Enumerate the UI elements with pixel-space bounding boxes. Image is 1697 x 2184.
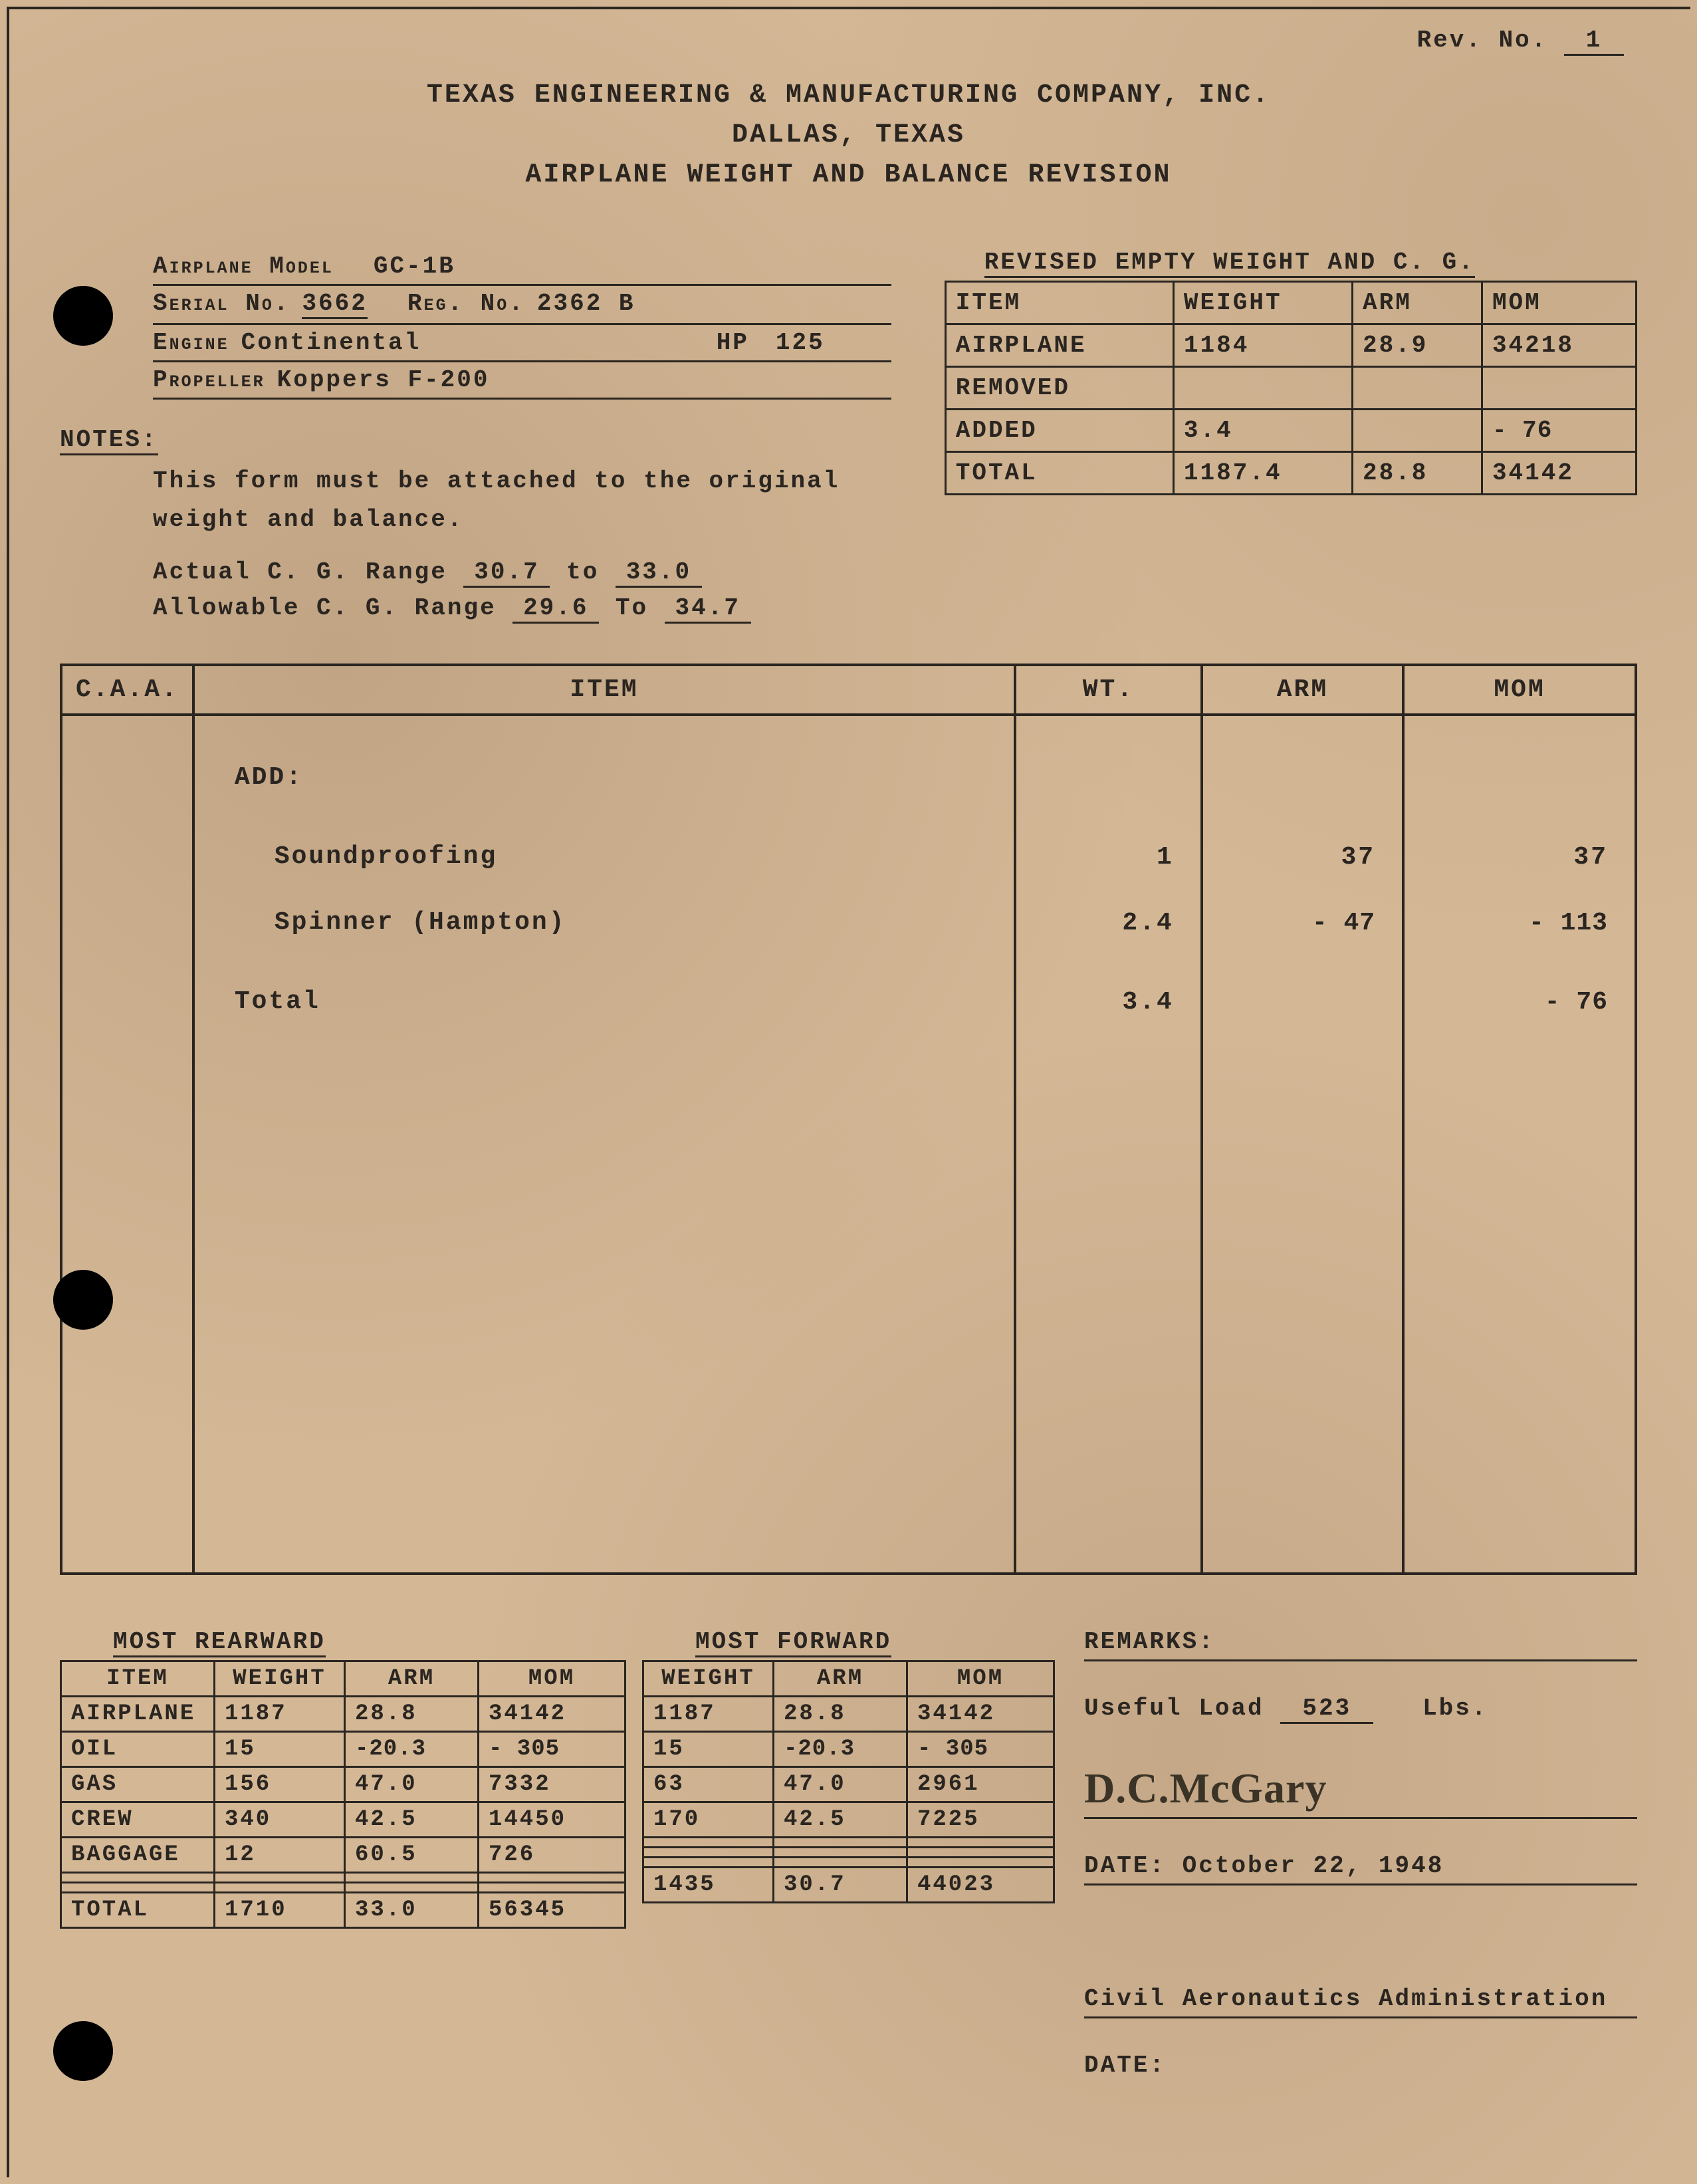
col-wt: WT. <box>1015 665 1202 715</box>
table-row: ITEMWEIGHTARMMOM <box>61 1661 625 1697</box>
useful-load-label: Useful Load <box>1084 1695 1264 1722</box>
most-forward-table: WEIGHTARMMOM118728.83414215-20.3- 305634… <box>642 1660 1055 1903</box>
model-label: Airplane Model <box>153 253 334 280</box>
reg-value: 2362 B <box>537 290 635 319</box>
allow-cg-label: Allowable C. G. Range <box>153 594 497 622</box>
table-row: WEIGHTARMMOM <box>643 1661 1054 1697</box>
table-row: AIRPLANE118728.834142 <box>61 1697 625 1732</box>
airplane-info-block: Airplane Model GC-1B Serial No. 3662 Reg… <box>60 249 891 624</box>
table-row: ADDED3.4- 76 <box>945 410 1636 452</box>
table-row <box>61 1883 625 1893</box>
cg-range-block: Actual C. G. Range 30.7 to 33.0 Allowabl… <box>153 558 891 624</box>
most-rearward-block: MOST REARWARD ITEMWEIGHTARMMOMAIRPLANE11… <box>60 1628 626 2079</box>
revised-empty-weight-table: ITEM WEIGHT ARM MOM AIRPLANE118428.93421… <box>945 281 1637 495</box>
arm-cell: 37 - 47 <box>1202 715 1403 1574</box>
forward-caption: MOST FORWARD <box>695 1628 891 1657</box>
table-row: 15-20.3- 305 <box>643 1732 1054 1767</box>
remarks-label: REMARKS: <box>1084 1628 1215 1655</box>
punch-hole-icon <box>53 2021 113 2081</box>
remarks-block: REMARKS: Useful Load 523 Lbs. D.C.McGary… <box>1071 1628 1637 2079</box>
to-label2: To <box>616 594 648 622</box>
hp-value: 125 <box>776 329 825 356</box>
col-arm: ARM <box>1202 665 1403 715</box>
useful-load-value: 523 <box>1280 1695 1373 1724</box>
col-mom: MOM <box>1482 282 1636 324</box>
actual-cg-label: Actual C. G. Range <box>153 558 447 586</box>
table-row <box>643 1858 1054 1868</box>
punch-hole-icon <box>53 286 113 346</box>
table-row: 6347.02961 <box>643 1767 1054 1802</box>
table-row: GAS15647.07332 <box>61 1767 625 1802</box>
table-row <box>643 1848 1054 1858</box>
revised-weight-block: REVISED EMPTY WEIGHT AND C. G. ITEM WEIG… <box>945 249 1637 624</box>
serial-label: Serial No. <box>153 290 290 319</box>
notes-line1: This form must be attached to the origin… <box>153 462 891 501</box>
prop-value: Koppers F-200 <box>277 366 490 394</box>
lbs-label: Lbs. <box>1422 1695 1488 1722</box>
col-mom: MOM <box>1403 665 1636 715</box>
table-row <box>643 1838 1054 1848</box>
revised-table-caption: REVISED EMPTY WEIGHT AND C. G. <box>984 249 1475 278</box>
table-row: BAGGAGE1260.5726 <box>61 1838 625 1873</box>
col-caa: C.A.A. <box>61 665 193 715</box>
rev-label: Rev. No. <box>1417 27 1548 54</box>
allow-cg-to: 34.7 <box>665 594 751 624</box>
to-label: to <box>566 558 599 586</box>
col-weight: WEIGHT <box>1173 282 1352 324</box>
caa-date-label: DATE: <box>1084 2052 1166 2079</box>
most-forward-block: MOST FORWARD WEIGHTARMMOM118728.83414215… <box>642 1628 1055 2079</box>
signature: D.C.McGary <box>1084 1764 1327 1812</box>
notes-label: NOTES: <box>60 426 158 455</box>
col-item: ITEM <box>193 665 1015 715</box>
table-row: 17042.57225 <box>643 1802 1054 1838</box>
table-row: 118728.834142 <box>643 1697 1054 1732</box>
item-spinner: Spinner (Hampton) <box>275 890 1000 956</box>
engine-value: Continental <box>241 329 421 356</box>
hp-label: HP <box>717 329 749 356</box>
item-cell: ADD: Soundproofing Spinner (Hampton) Tot… <box>193 715 1015 1574</box>
serial-value: 3662 <box>302 290 367 319</box>
most-rearward-table: ITEMWEIGHTARMMOMAIRPLANE118728.834142OIL… <box>60 1660 626 1929</box>
punch-hole-icon <box>53 1270 113 1330</box>
company-name: TEXAS ENGINEERING & MANUFACTURING COMPAN… <box>33 76 1664 116</box>
allow-cg-from: 29.6 <box>512 594 599 624</box>
col-item: ITEM <box>945 282 1173 324</box>
table-row: AIRPLANE118428.934218 <box>945 324 1636 367</box>
table-row: REMOVED <box>945 367 1636 410</box>
actual-cg-to: 33.0 <box>616 558 702 588</box>
revision-number-line: Rev. No. 1 <box>33 27 1664 56</box>
table-row: C.A.A. ITEM WT. ARM MOM <box>61 665 1636 715</box>
rev-value: 1 <box>1564 27 1624 56</box>
engine-label: Engine <box>153 329 229 356</box>
notes-text: This form must be attached to the origin… <box>153 462 891 539</box>
actual-cg-from: 30.7 <box>463 558 550 588</box>
table-row: ITEM WEIGHT ARM MOM <box>945 282 1636 324</box>
notes-line2: weight and balance. <box>153 501 891 539</box>
caa-label: Civil Aeronautics Administration <box>1084 1985 1607 2012</box>
company-location: DALLAS, TEXAS <box>33 116 1664 156</box>
mom-cell: 37 - 113 - 76 <box>1403 715 1636 1574</box>
table-row: OIL15-20.3- 305 <box>61 1732 625 1767</box>
table-row: TOTAL171033.056345 <box>61 1893 625 1928</box>
document-title: AIRPLANE WEIGHT AND BALANCE REVISION <box>33 156 1664 195</box>
table-row: CREW34042.514450 <box>61 1802 625 1838</box>
items-main-table: C.A.A. ITEM WT. ARM MOM ADD: Soundproofi… <box>60 664 1637 1575</box>
table-row: ADD: Soundproofing Spinner (Hampton) Tot… <box>61 715 1636 1574</box>
col-arm: ARM <box>1353 282 1482 324</box>
rearward-caption: MOST REARWARD <box>113 1628 326 1657</box>
caa-cell <box>61 715 193 1574</box>
reg-label: Reg. No. <box>407 290 525 319</box>
total-label: Total <box>235 969 1000 1035</box>
date-label: DATE: <box>1084 1852 1166 1880</box>
date-value: October 22, 1948 <box>1183 1852 1444 1880</box>
table-row: 143530.744023 <box>643 1868 1054 1903</box>
model-value: GC-1B <box>374 253 455 280</box>
item-soundproofing: Soundproofing <box>275 824 1000 890</box>
table-row: TOTAL1187.428.834142 <box>945 452 1636 495</box>
prop-label: Propeller <box>153 366 265 394</box>
table-row <box>61 1873 625 1883</box>
add-label: ADD: <box>235 745 1000 811</box>
document-header: TEXAS ENGINEERING & MANUFACTURING COMPAN… <box>33 76 1664 195</box>
wt-cell: 1 2.4 3.4 <box>1015 715 1202 1574</box>
